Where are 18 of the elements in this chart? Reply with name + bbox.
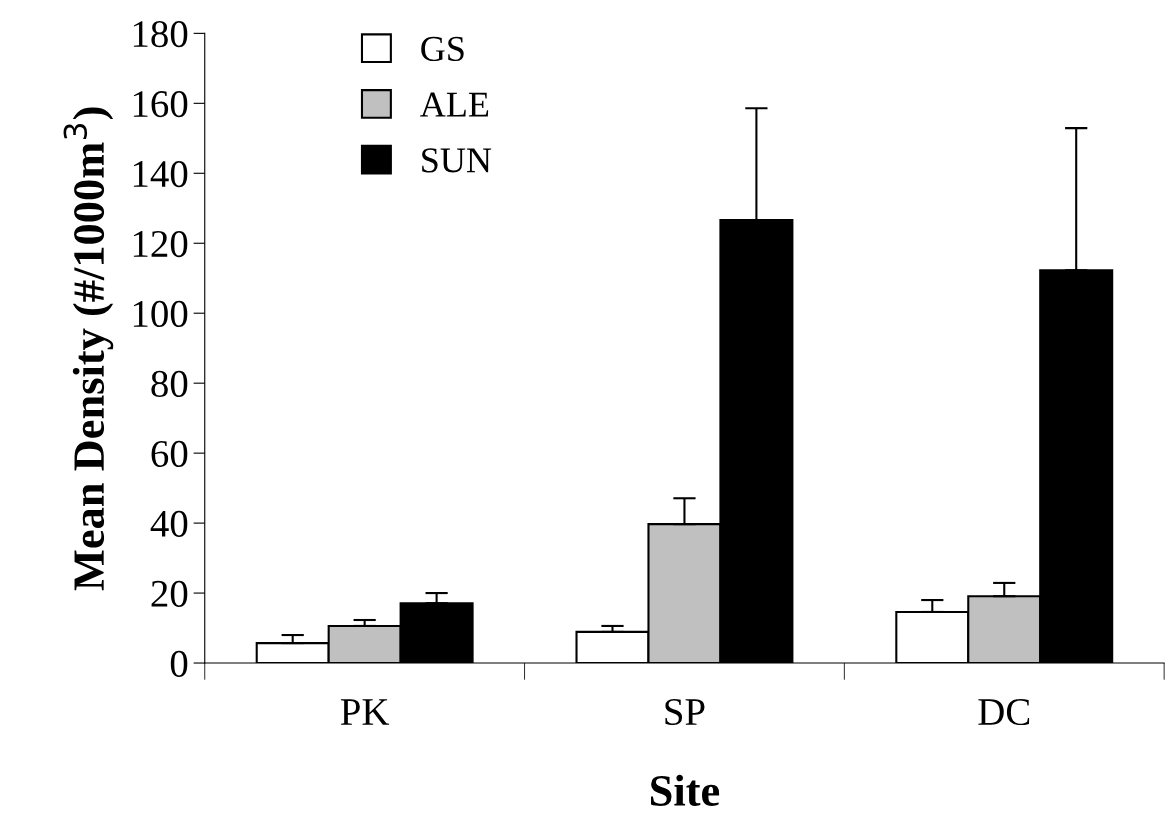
- y-tick-label: 160: [133, 90, 188, 118]
- y-tick-label: 100: [133, 300, 188, 328]
- y-tick-label: 0: [170, 650, 188, 677]
- y-tick-label: 80: [151, 370, 188, 398]
- y-tick-label: 140: [133, 160, 188, 188]
- y-axis-title: Mean Density (#/1000m$^{3}$): [63, 107, 114, 591]
- x-tick-label: SP: [665, 698, 705, 726]
- y-tick-label: 120: [133, 230, 188, 258]
- x-tick-label: PK: [340, 699, 390, 725]
- y-tick-label: 20: [151, 580, 188, 607]
- legend-label: SUN: [422, 148, 492, 173]
- y-tick-label: 60: [151, 440, 188, 468]
- legend-label: ALE: [420, 92, 489, 117]
- y-tick-label: 40: [150, 510, 188, 537]
- legend-label: GS: [421, 36, 464, 62]
- x-axis-title: Site: [651, 774, 720, 806]
- x-tick-label: DC: [978, 698, 1030, 726]
- y-tick-label: 180: [133, 20, 188, 48]
